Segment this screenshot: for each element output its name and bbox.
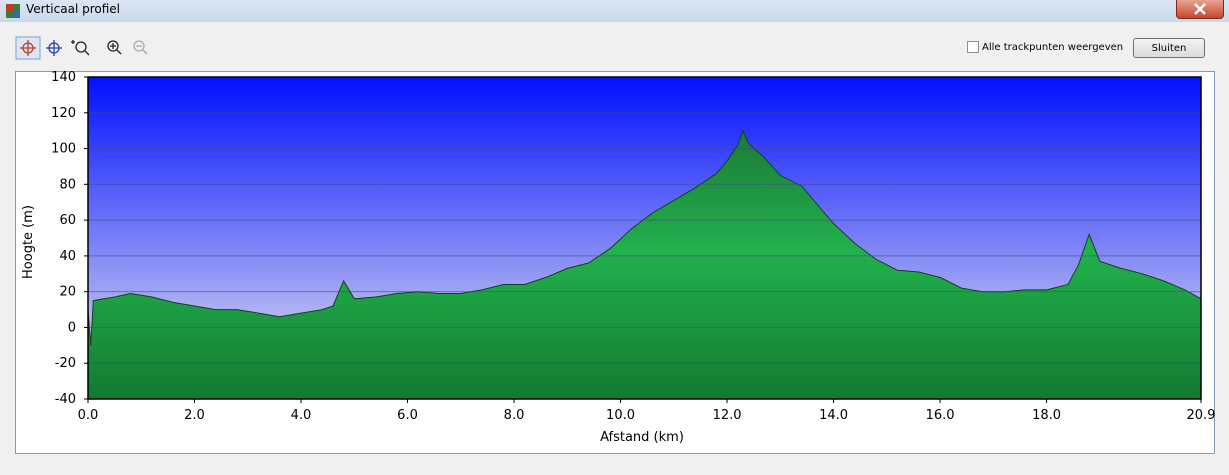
x-tick-label: 2.0 xyxy=(184,408,205,423)
app-icon xyxy=(6,4,20,18)
y-tick-label: 100 xyxy=(51,142,76,157)
plot-frame xyxy=(87,76,1202,400)
x-tick-label: 6.0 xyxy=(397,408,418,423)
y-tick-label: 20 xyxy=(59,285,76,300)
x-tick-label: 18.0 xyxy=(1032,408,1061,423)
toolbar xyxy=(15,36,148,60)
checkbox[interactable] xyxy=(967,41,979,53)
zoom-in-tool[interactable] xyxy=(107,40,122,55)
x-tick-label: 0.0 xyxy=(78,408,99,423)
x-axis-label: Afstand (km) xyxy=(600,430,684,445)
checkbox-label[interactable]: Alle trackpunten weergeven xyxy=(982,41,1124,53)
x-tick-label: 14.0 xyxy=(819,408,848,423)
x-tick-label: 4.0 xyxy=(291,408,312,423)
elevation-area xyxy=(87,129,1202,400)
x-tick-label: 20.9 xyxy=(1187,408,1216,423)
close-window-button[interactable] xyxy=(1176,0,1224,19)
x-tick-label: 8.0 xyxy=(504,408,525,423)
y-tick-label: 60 xyxy=(59,213,76,228)
y-tick-label: 140 xyxy=(51,70,76,85)
y-tick-label: -20 xyxy=(55,356,76,371)
zoom-area-tool[interactable] xyxy=(71,40,90,56)
y-tick-label: 80 xyxy=(59,177,76,192)
x-tick-label: 16.0 xyxy=(926,408,955,423)
y-tick-label: 40 xyxy=(59,249,76,264)
window-title: Verticaal profiel xyxy=(26,2,120,16)
y-tick-label: 120 xyxy=(51,106,76,121)
y-tick-label: -40 xyxy=(55,392,76,407)
close-button[interactable]: Sluiten xyxy=(1133,38,1205,58)
checkbox-row[interactable]: Alle trackpunten weergeven xyxy=(967,41,1123,53)
y-axis-label: Hoogte (m) xyxy=(21,205,36,279)
x-tick-label: 10.0 xyxy=(606,408,635,423)
x-tick-label: 12.0 xyxy=(713,408,742,423)
y-tick-label: 0 xyxy=(68,320,76,335)
crosshair-tool[interactable] xyxy=(46,40,62,56)
zoom-out-tool[interactable] xyxy=(133,40,148,55)
